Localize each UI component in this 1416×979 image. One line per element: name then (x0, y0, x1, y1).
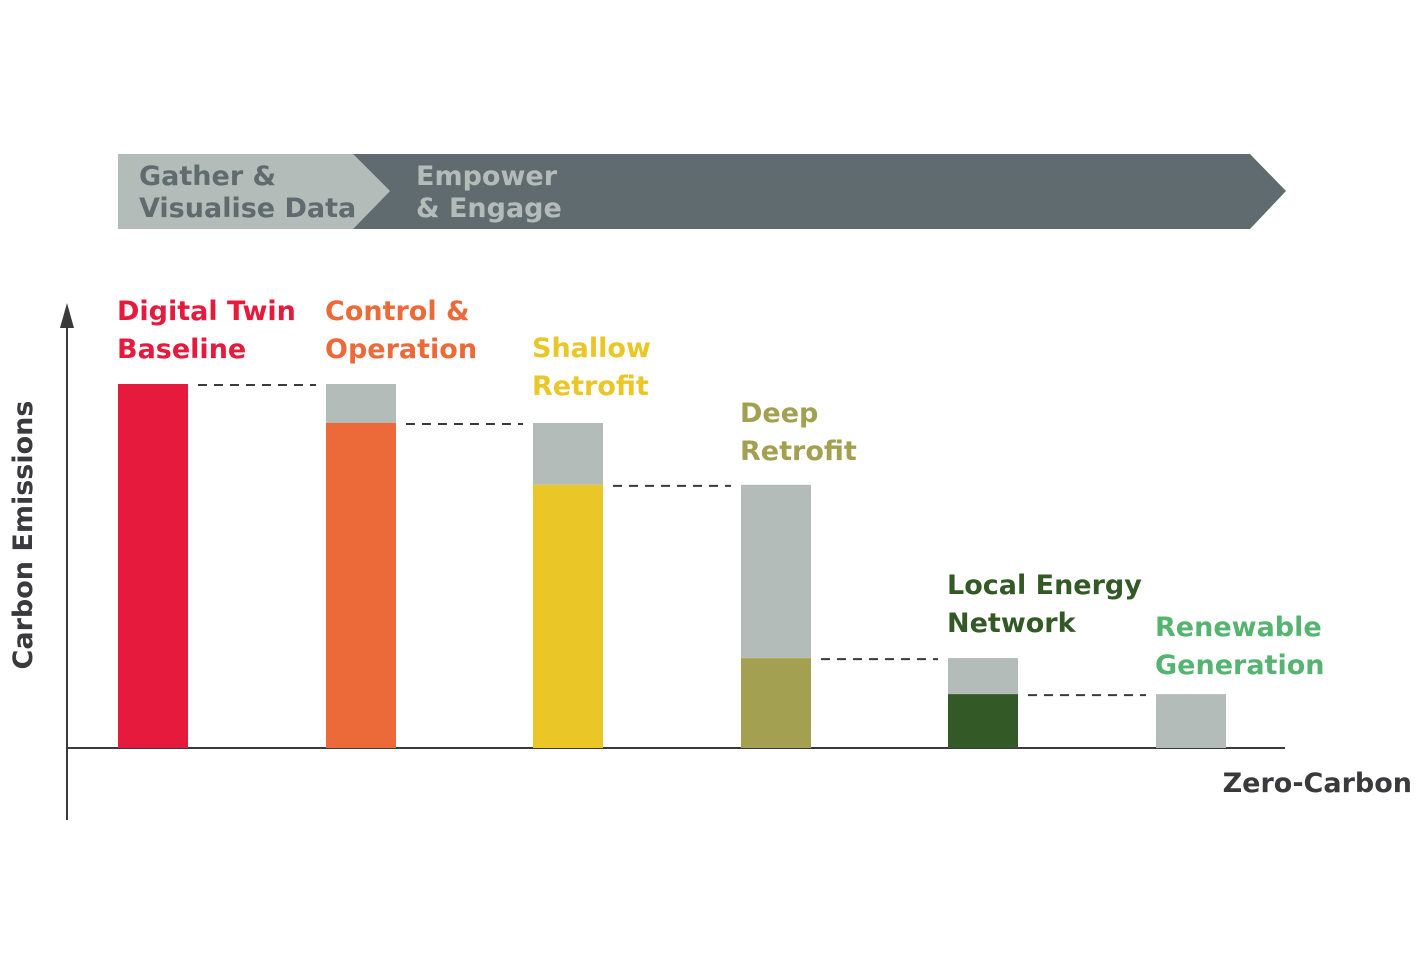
bar-remaining-emissions (948, 694, 1018, 748)
bar-label: Generation (1155, 650, 1324, 681)
bar-label: Renewable (1155, 612, 1322, 643)
bar-reduction-segment (948, 658, 1018, 695)
bar-remaining-emissions (118, 384, 188, 748)
y-axis-arrow-icon (60, 303, 74, 328)
bar-label: Network (947, 608, 1077, 639)
bar-label: Operation (325, 334, 477, 365)
axes: Carbon Emissions Zero-Carbon (8, 303, 1412, 820)
stage-empower-label-line2: & Engage (416, 193, 562, 224)
bar-label: Local Energy (947, 570, 1142, 601)
bar-label: Deep (740, 398, 818, 429)
stage-gather-label-line1: Gather & (139, 161, 276, 192)
stage-empower-arrow (353, 154, 1286, 229)
bar-reduction-segment (1156, 694, 1226, 748)
bar-reduction-segment (533, 422, 603, 485)
bar-remaining-emissions (741, 658, 811, 748)
y-axis-label: Carbon Emissions (8, 401, 39, 670)
bar-label: Digital Twin (117, 296, 296, 327)
x-axis-label: Zero-Carbon (1223, 768, 1412, 799)
bar-label: Baseline (117, 334, 246, 365)
bars: Digital Twin Baseline Control & Operation Sh… (117, 296, 1324, 748)
bar-remaining-emissions (326, 422, 396, 748)
stage-empower-label-line1: Empower (416, 161, 558, 192)
stage-gather-arrow (118, 154, 390, 229)
bar-label: Retrofit (740, 436, 857, 467)
bar-remaining-emissions (533, 484, 603, 748)
stage-gather-label-line2: Visualise Data (139, 193, 356, 224)
bar-label: Retrofit (532, 371, 649, 402)
stage-banner: Gather & Visualise Data Empower & Engage (118, 154, 1286, 229)
bar-label: Shallow (532, 333, 651, 364)
bar-label: Control & (325, 296, 470, 327)
bar-reduction-segment (741, 484, 811, 659)
bar-reduction-segment (326, 384, 396, 423)
